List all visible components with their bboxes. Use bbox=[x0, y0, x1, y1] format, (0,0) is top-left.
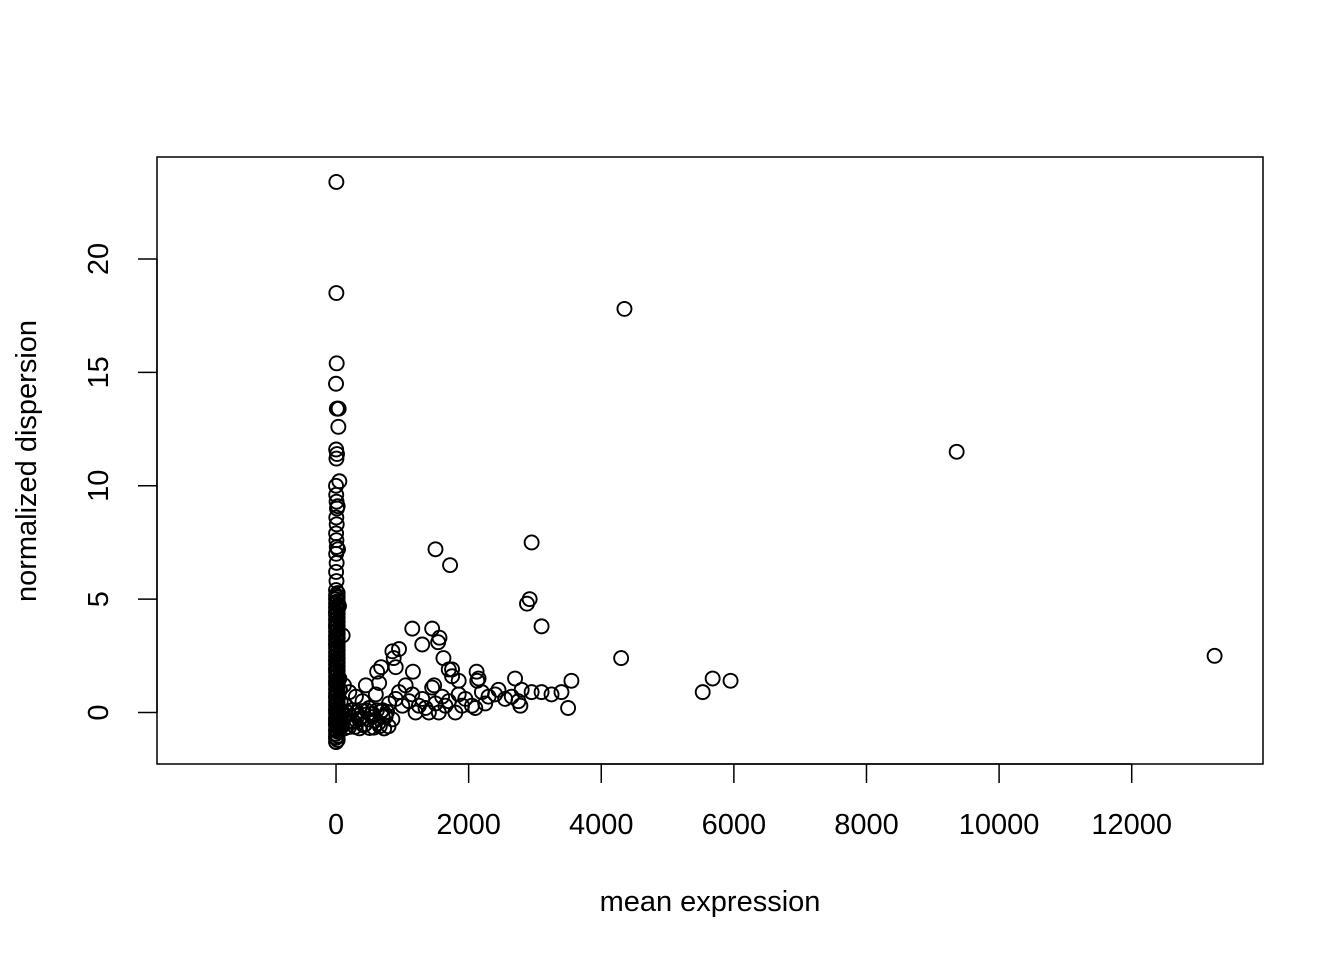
data-point bbox=[367, 686, 384, 703]
data-point bbox=[328, 734, 345, 750]
data-point bbox=[328, 285, 345, 301]
x-tick-label: 0 bbox=[328, 809, 344, 841]
data-point bbox=[469, 672, 486, 689]
data-point bbox=[467, 700, 484, 716]
data-point bbox=[1206, 647, 1223, 664]
y-axis: 0 5 10 15 20 bbox=[83, 243, 158, 721]
x-tick-label: 10000 bbox=[959, 809, 1040, 841]
data-point bbox=[507, 670, 524, 687]
data-point bbox=[533, 618, 550, 635]
data-point bbox=[948, 443, 965, 460]
data-points bbox=[328, 173, 1223, 750]
data-point bbox=[328, 554, 345, 571]
y-tick-label: 10 bbox=[83, 470, 115, 502]
data-point bbox=[613, 650, 630, 667]
data-point bbox=[329, 498, 346, 515]
data-point bbox=[330, 418, 347, 435]
data-point bbox=[553, 684, 570, 701]
data-point bbox=[384, 711, 401, 728]
data-point bbox=[616, 300, 633, 317]
y-tick-label: 5 bbox=[83, 591, 115, 607]
data-point bbox=[385, 650, 402, 667]
data-point bbox=[468, 663, 485, 680]
y-tick-label: 20 bbox=[83, 243, 115, 275]
data-point bbox=[332, 693, 349, 710]
data-point bbox=[328, 582, 344, 599]
y-axis-title: normalized dispersion bbox=[11, 320, 43, 602]
x-tick-label: 12000 bbox=[1091, 809, 1172, 841]
data-point bbox=[331, 473, 348, 490]
data-point bbox=[391, 641, 407, 657]
data-point bbox=[384, 643, 401, 660]
data-point bbox=[404, 620, 421, 637]
x-tick-label: 6000 bbox=[702, 809, 767, 841]
data-point bbox=[328, 545, 345, 562]
data-point bbox=[329, 446, 345, 462]
data-point bbox=[404, 663, 421, 680]
data-point bbox=[450, 672, 467, 689]
x-axis: 0 2000 4000 6000 8000 10000 12000 bbox=[328, 763, 1172, 841]
data-point bbox=[387, 659, 404, 676]
data-point bbox=[487, 686, 504, 703]
data-point bbox=[533, 684, 550, 701]
data-point bbox=[330, 400, 347, 417]
data-point bbox=[328, 636, 345, 653]
data-point bbox=[523, 534, 540, 551]
data-point bbox=[328, 573, 345, 589]
y-tick-label: 15 bbox=[83, 356, 115, 388]
data-point bbox=[332, 681, 348, 698]
data-point bbox=[694, 684, 711, 701]
data-point bbox=[328, 516, 345, 533]
y-tick-label: 0 bbox=[83, 704, 115, 720]
data-point bbox=[369, 663, 386, 680]
data-point bbox=[704, 670, 721, 687]
data-point bbox=[424, 620, 441, 637]
data-point bbox=[512, 697, 529, 714]
data-point bbox=[373, 659, 390, 676]
data-point bbox=[328, 355, 345, 372]
data-point bbox=[328, 173, 345, 190]
data-point bbox=[328, 375, 344, 392]
data-point bbox=[328, 477, 344, 494]
data-point bbox=[414, 636, 431, 653]
data-point bbox=[427, 541, 444, 558]
x-tick-label: 8000 bbox=[834, 809, 899, 841]
x-axis-title: mean expression bbox=[600, 886, 821, 918]
data-point bbox=[523, 684, 540, 701]
data-point bbox=[563, 672, 580, 689]
data-point bbox=[442, 557, 459, 574]
data-point bbox=[371, 675, 388, 692]
x-tick-label: 4000 bbox=[569, 809, 634, 841]
data-point bbox=[426, 677, 443, 694]
data-point bbox=[424, 679, 441, 696]
data-point bbox=[543, 686, 560, 703]
data-point bbox=[328, 509, 345, 526]
data-point bbox=[521, 591, 538, 608]
data-point bbox=[328, 563, 345, 580]
data-point bbox=[431, 629, 448, 646]
data-point bbox=[722, 672, 739, 689]
data-point bbox=[560, 700, 577, 716]
data-point bbox=[328, 611, 345, 628]
x-tick-label: 2000 bbox=[436, 809, 501, 841]
